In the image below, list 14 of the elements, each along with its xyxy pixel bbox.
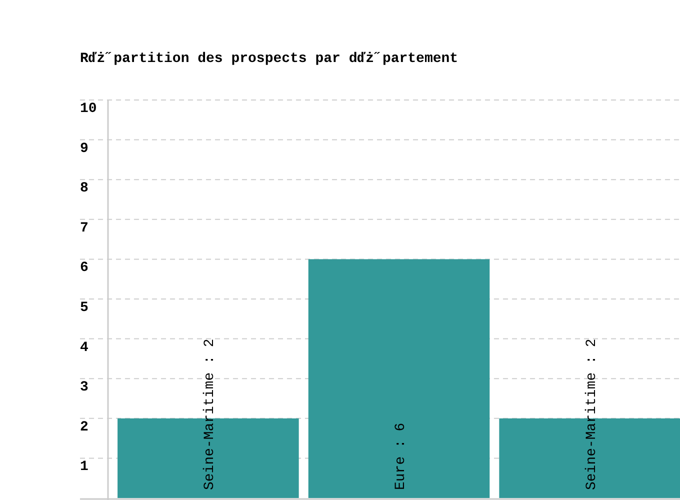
y-tick-label: 7 [80, 220, 88, 236]
y-tick-label: 10 [80, 101, 97, 117]
y-tick-label: 5 [80, 300, 88, 316]
y-tick-label: 2 [80, 419, 88, 436]
y-tick-label: 9 [80, 140, 88, 157]
y-tick-label: 1 [80, 459, 88, 476]
data-label: Seine-Maritime : 2 [584, 338, 600, 490]
y-tick-label: 8 [80, 180, 88, 197]
y-tick-label: 4 [80, 340, 88, 356]
data-label: Seine-Maritime : 2 [202, 338, 218, 490]
y-tick-label: 6 [80, 260, 88, 276]
chart-title: Rďż˝partition des prospects par dďż˝partement [80, 51, 458, 67]
data-label: Eure : 6 [393, 422, 409, 490]
y-tick-label: 3 [80, 380, 88, 396]
